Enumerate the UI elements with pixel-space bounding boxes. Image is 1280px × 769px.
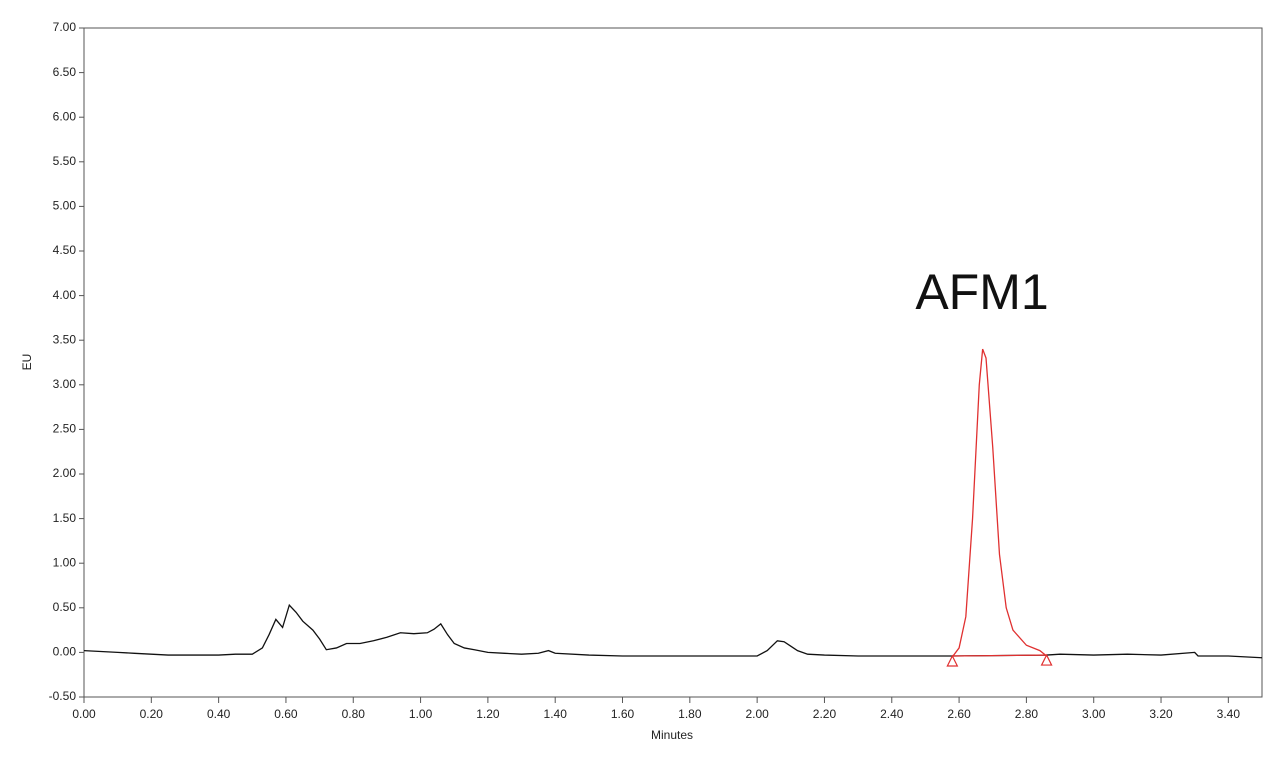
- x-tick-label: 1.00: [409, 707, 433, 721]
- y-tick-label: 3.50: [53, 332, 77, 346]
- y-tick-label: 6.50: [53, 65, 77, 79]
- y-tick-label: 6.00: [53, 109, 77, 123]
- x-tick-label: 2.60: [947, 707, 971, 721]
- x-tick-label: 3.40: [1217, 707, 1241, 721]
- y-axis-label: EU: [20, 354, 34, 371]
- y-tick-label: 4.00: [53, 288, 77, 302]
- trace: [951, 348, 1047, 658]
- y-tick-label: 3.00: [53, 377, 77, 391]
- plot-frame: [83, 27, 1263, 698]
- x-tick-label: 2.00: [745, 707, 769, 721]
- x-tick-label: 2.20: [813, 707, 837, 721]
- x-tick-label: 2.80: [1015, 707, 1039, 721]
- baseline-marker: [1040, 653, 1053, 666]
- y-tick-label: 0.50: [53, 600, 77, 614]
- x-axis-label: Minutes: [651, 728, 693, 742]
- trace: [952, 654, 1047, 657]
- baseline-marker: [946, 654, 959, 667]
- y-tick-label: 2.00: [53, 466, 77, 480]
- x-tick-label: 0.40: [207, 707, 231, 721]
- x-tick-label: 1.40: [544, 707, 568, 721]
- x-tick-label: 1.20: [476, 707, 500, 721]
- x-tick-label: 3.20: [1149, 707, 1173, 721]
- y-tick-label: 5.50: [53, 154, 77, 168]
- y-tick-label: 7.00: [53, 20, 77, 34]
- peak-annotation: AFM1: [915, 264, 1048, 320]
- y-tick-label: -0.50: [49, 689, 77, 703]
- x-tick-label: 0.60: [274, 707, 298, 721]
- y-tick-label: 5.00: [53, 199, 77, 213]
- x-tick-label: 0.00: [72, 707, 96, 721]
- x-tick-label: 1.60: [611, 707, 635, 721]
- y-tick-label: 1.00: [53, 555, 77, 569]
- y-tick-label: 2.50: [53, 422, 77, 436]
- x-tick-label: 0.80: [342, 707, 366, 721]
- y-tick-label: 1.50: [53, 511, 77, 525]
- x-tick-label: 0.20: [140, 707, 164, 721]
- x-tick-label: 3.00: [1082, 707, 1106, 721]
- x-tick-label: 2.40: [880, 707, 904, 721]
- y-tick-label: 0.00: [53, 645, 77, 659]
- y-tick-label: 4.50: [53, 243, 77, 257]
- trace: [83, 603, 1263, 659]
- x-tick-label: 1.80: [678, 707, 702, 721]
